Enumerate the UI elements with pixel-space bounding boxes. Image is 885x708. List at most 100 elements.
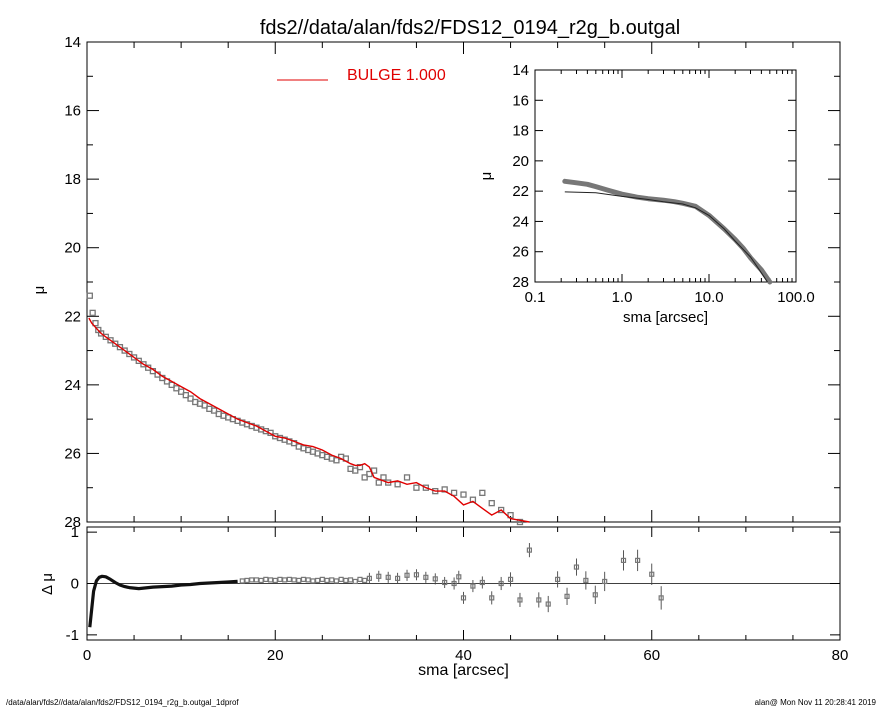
residual-point — [253, 577, 260, 583]
main-data-point — [441, 486, 448, 493]
main-data-point — [116, 343, 124, 351]
main-data-point — [460, 491, 467, 498]
inset-frame — [534, 69, 797, 283]
main-data-point — [422, 484, 430, 491]
residual-xtick-label: 60 — [643, 647, 660, 664]
main-data-point — [497, 506, 505, 514]
residual-point — [282, 577, 288, 583]
residual-xtick-label: 80 — [832, 647, 849, 664]
main-ytick-label: 28 — [64, 514, 81, 531]
residual-point — [258, 577, 264, 584]
legend-label: BULGE 1.000 — [347, 67, 446, 84]
main-data-point — [102, 333, 109, 341]
residual-point — [366, 575, 372, 581]
residual-point — [267, 577, 274, 583]
residual-point — [315, 577, 321, 584]
residual-point — [385, 574, 391, 580]
main-ytick-label: 16 — [64, 103, 81, 120]
residual-point — [592, 592, 598, 598]
main-data-point — [356, 463, 364, 471]
footer-right: alan@ Mon Nov 11 20:28:41 2019 — [755, 698, 877, 707]
residual-point — [456, 574, 462, 580]
residual-point — [583, 577, 589, 584]
inset-ytick-label: 24 — [512, 213, 529, 230]
residual-point — [357, 576, 363, 582]
main-data-point — [290, 439, 298, 447]
residual-point — [347, 577, 354, 583]
residual-point — [286, 576, 292, 582]
residual-inner-curve — [88, 574, 238, 628]
main-data-point — [140, 361, 147, 368]
main-data-point — [168, 381, 175, 389]
main-data-point — [210, 407, 218, 414]
residual-point — [526, 547, 532, 553]
main-data-point — [394, 481, 401, 488]
main-ytick-label: 24 — [64, 377, 81, 394]
residual-point — [442, 579, 448, 586]
residual-point — [489, 595, 495, 601]
residual-point — [432, 576, 438, 582]
main-data-point — [479, 489, 486, 497]
residual-point — [310, 578, 316, 584]
residual-point — [263, 576, 269, 582]
main-data-point — [177, 388, 185, 395]
residual-point — [658, 595, 664, 601]
main-data-point — [130, 354, 138, 361]
main-data-point — [182, 391, 189, 399]
main-model-line — [88, 317, 530, 523]
main-data-point — [352, 467, 359, 474]
main-data-point — [86, 292, 93, 299]
main-data-point — [333, 457, 340, 464]
residual-point — [376, 573, 382, 579]
main-ytick-label: 18 — [64, 171, 81, 188]
inset-xtick-label: 100.0 — [777, 289, 815, 306]
inset-ytick-label: 20 — [512, 153, 529, 170]
residual-point — [338, 576, 344, 582]
main-ytick-label: 26 — [64, 445, 81, 462]
main-data-point — [488, 499, 495, 507]
main-data-point — [375, 479, 382, 486]
residual-point — [555, 576, 561, 582]
main-ytick-label: 14 — [64, 34, 81, 51]
main-data-point — [450, 489, 458, 497]
residual-point — [507, 576, 514, 582]
inset-xtick-label: 1.0 — [612, 289, 633, 306]
residual-point — [498, 580, 504, 587]
residual-xtick-label: 0 — [83, 647, 91, 664]
main-data-point — [201, 402, 208, 409]
inset-xtick-label: 0.1 — [525, 289, 546, 306]
main-panel: 14 16 18 20 22 24 26 28 μ BULGE 1.000 — [31, 34, 841, 531]
inset-ytick-label: 22 — [512, 183, 529, 200]
residual-point — [620, 557, 627, 563]
residual-point — [329, 577, 335, 583]
main-data-point — [89, 309, 96, 317]
main-data-point — [107, 337, 114, 344]
residual-point — [413, 572, 420, 578]
main-ytick-label: 22 — [64, 308, 81, 325]
inset-background — [535, 70, 796, 282]
main-data-point — [173, 385, 180, 392]
inset-panel: 14 16 18 20 22 24 26 280.1 1.0 10.0 100.0 sma [arcs… — [478, 62, 815, 326]
main-data-point — [413, 484, 420, 491]
main-data-point — [112, 340, 119, 347]
main-data-point — [403, 474, 411, 481]
residual-point — [451, 580, 457, 587]
residual-ytick-label: 0 — [71, 576, 79, 593]
residual-point — [395, 575, 401, 581]
inset-model-line — [564, 191, 768, 283]
residual-point — [291, 577, 297, 583]
residual-point — [564, 593, 570, 599]
residual-point — [244, 577, 250, 584]
residual-point — [573, 564, 580, 570]
main-data-point — [516, 518, 524, 526]
residual-ylabel: Δ μ — [39, 573, 56, 595]
residual-ytick-label: 1 — [71, 524, 79, 541]
inset-xtick-label: 10.0 — [694, 289, 723, 306]
residual-xtick-label: 20 — [267, 647, 284, 664]
residual-point — [239, 578, 245, 584]
inset-xlabel: sma [arcsec] — [623, 309, 708, 326]
main-data-point — [187, 395, 194, 402]
inset-data-curve — [562, 178, 773, 285]
